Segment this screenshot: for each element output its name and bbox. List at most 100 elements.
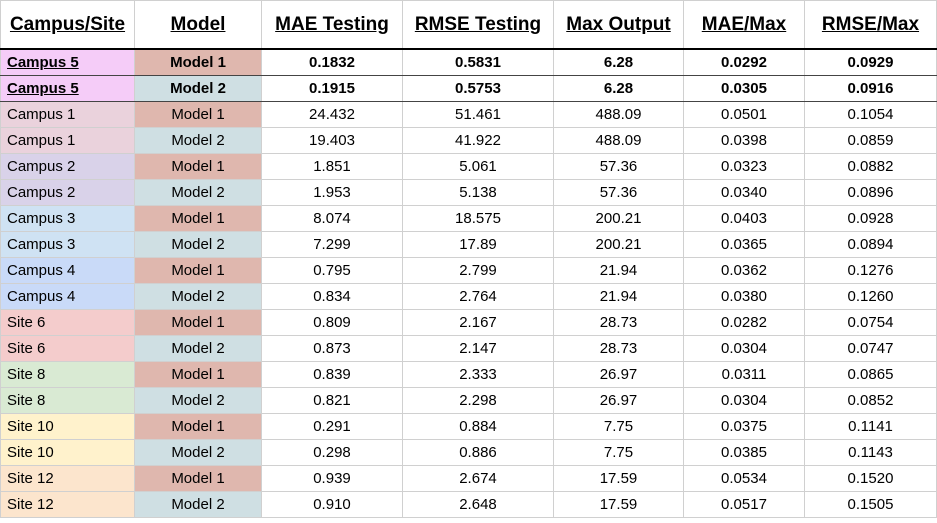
- cell-max-output[interactable]: 200.21: [553, 205, 684, 232]
- cell-model[interactable]: Model 1: [134, 153, 262, 180]
- cell-campus-site[interactable]: Site 12: [0, 491, 135, 518]
- cell-rmse-max[interactable]: 0.1054: [804, 101, 937, 128]
- cell-rmse-testing[interactable]: 0.5753: [402, 75, 554, 102]
- cell-rmse-max[interactable]: 0.0859: [804, 127, 937, 154]
- cell-mae-testing[interactable]: 7.299: [261, 231, 403, 258]
- cell-max-output[interactable]: 21.94: [553, 257, 684, 284]
- cell-rmse-max[interactable]: 0.1276: [804, 257, 937, 284]
- cell-mae-max[interactable]: 0.0305: [683, 75, 805, 102]
- cell-model[interactable]: Model 2: [134, 283, 262, 310]
- header-mae-max[interactable]: MAE/Max: [683, 0, 805, 50]
- cell-mae-testing[interactable]: 0.1915: [261, 75, 403, 102]
- cell-campus-site[interactable]: Site 10: [0, 413, 135, 440]
- cell-rmse-max[interactable]: 0.0747: [804, 335, 937, 362]
- cell-max-output[interactable]: 28.73: [553, 309, 684, 336]
- cell-model[interactable]: Model 2: [134, 335, 262, 362]
- header-mae-testing[interactable]: MAE Testing: [261, 0, 403, 50]
- cell-max-output[interactable]: 21.94: [553, 283, 684, 310]
- cell-rmse-testing[interactable]: 17.89: [402, 231, 554, 258]
- cell-mae-max[interactable]: 0.0501: [683, 101, 805, 128]
- cell-model[interactable]: Model 2: [134, 75, 262, 102]
- cell-campus-site[interactable]: Site 8: [0, 361, 135, 388]
- cell-rmse-testing[interactable]: 18.575: [402, 205, 554, 232]
- cell-mae-testing[interactable]: 0.873: [261, 335, 403, 362]
- cell-mae-max[interactable]: 0.0375: [683, 413, 805, 440]
- cell-rmse-testing[interactable]: 5.061: [402, 153, 554, 180]
- cell-rmse-testing[interactable]: 2.333: [402, 361, 554, 388]
- cell-rmse-max[interactable]: 0.0916: [804, 75, 937, 102]
- cell-model[interactable]: Model 1: [134, 205, 262, 232]
- cell-model[interactable]: Model 2: [134, 127, 262, 154]
- cell-rmse-testing[interactable]: 2.799: [402, 257, 554, 284]
- cell-mae-testing[interactable]: 19.403: [261, 127, 403, 154]
- cell-campus-site[interactable]: Site 12: [0, 465, 135, 492]
- cell-model[interactable]: Model 1: [134, 361, 262, 388]
- cell-mae-max[interactable]: 0.0403: [683, 205, 805, 232]
- cell-model[interactable]: Model 1: [134, 465, 262, 492]
- cell-rmse-testing[interactable]: 2.648: [402, 491, 554, 518]
- cell-max-output[interactable]: 57.36: [553, 153, 684, 180]
- cell-campus-site[interactable]: Site 8: [0, 387, 135, 414]
- cell-rmse-testing[interactable]: 0.886: [402, 439, 554, 466]
- cell-mae-testing[interactable]: 0.809: [261, 309, 403, 336]
- cell-max-output[interactable]: 17.59: [553, 465, 684, 492]
- header-rmse-testing[interactable]: RMSE Testing: [402, 0, 554, 50]
- cell-rmse-testing[interactable]: 2.147: [402, 335, 554, 362]
- cell-mae-testing[interactable]: 0.839: [261, 361, 403, 388]
- cell-rmse-testing[interactable]: 0.5831: [402, 48, 554, 76]
- cell-mae-testing[interactable]: 0.834: [261, 283, 403, 310]
- cell-model[interactable]: Model 1: [134, 309, 262, 336]
- cell-max-output[interactable]: 26.97: [553, 361, 684, 388]
- cell-rmse-testing[interactable]: 2.167: [402, 309, 554, 336]
- cell-rmse-testing[interactable]: 5.138: [402, 179, 554, 206]
- cell-campus-site[interactable]: Site 6: [0, 309, 135, 336]
- cell-max-output[interactable]: 26.97: [553, 387, 684, 414]
- cell-campus-site[interactable]: Campus 4: [0, 283, 135, 310]
- header-model[interactable]: Model: [134, 0, 262, 50]
- cell-max-output[interactable]: 28.73: [553, 335, 684, 362]
- cell-mae-max[interactable]: 0.0385: [683, 439, 805, 466]
- cell-max-output[interactable]: 488.09: [553, 127, 684, 154]
- cell-mae-max[interactable]: 0.0340: [683, 179, 805, 206]
- cell-model[interactable]: Model 1: [134, 413, 262, 440]
- cell-campus-site[interactable]: Campus 5: [0, 48, 135, 76]
- cell-mae-testing[interactable]: 0.910: [261, 491, 403, 518]
- cell-max-output[interactable]: 6.28: [553, 48, 684, 76]
- cell-rmse-max[interactable]: 0.1505: [804, 491, 937, 518]
- cell-rmse-max[interactable]: 0.0894: [804, 231, 937, 258]
- cell-max-output[interactable]: 57.36: [553, 179, 684, 206]
- cell-mae-max[interactable]: 0.0304: [683, 387, 805, 414]
- header-campus-site[interactable]: Campus/Site: [0, 0, 135, 50]
- cell-rmse-max[interactable]: 0.0852: [804, 387, 937, 414]
- cell-mae-testing[interactable]: 0.821: [261, 387, 403, 414]
- cell-max-output[interactable]: 7.75: [553, 439, 684, 466]
- cell-mae-max[interactable]: 0.0311: [683, 361, 805, 388]
- cell-campus-site[interactable]: Campus 2: [0, 153, 135, 180]
- cell-rmse-max[interactable]: 0.0929: [804, 48, 937, 76]
- cell-mae-max[interactable]: 0.0380: [683, 283, 805, 310]
- cell-rmse-testing[interactable]: 41.922: [402, 127, 554, 154]
- cell-campus-site[interactable]: Campus 2: [0, 179, 135, 206]
- cell-model[interactable]: Model 1: [134, 48, 262, 76]
- cell-model[interactable]: Model 2: [134, 387, 262, 414]
- cell-max-output[interactable]: 200.21: [553, 231, 684, 258]
- cell-campus-site[interactable]: Campus 5: [0, 75, 135, 102]
- cell-rmse-max[interactable]: 0.1520: [804, 465, 937, 492]
- cell-mae-max[interactable]: 0.0517: [683, 491, 805, 518]
- cell-campus-site[interactable]: Site 10: [0, 439, 135, 466]
- cell-max-output[interactable]: 7.75: [553, 413, 684, 440]
- cell-rmse-max[interactable]: 0.0865: [804, 361, 937, 388]
- cell-campus-site[interactable]: Campus 3: [0, 231, 135, 258]
- cell-rmse-testing[interactable]: 2.298: [402, 387, 554, 414]
- cell-rmse-max[interactable]: 0.1141: [804, 413, 937, 440]
- cell-mae-max[interactable]: 0.0292: [683, 48, 805, 76]
- cell-campus-site[interactable]: Campus 1: [0, 127, 135, 154]
- cell-rmse-max[interactable]: 0.1143: [804, 439, 937, 466]
- cell-mae-testing[interactable]: 1.851: [261, 153, 403, 180]
- cell-rmse-max[interactable]: 0.0928: [804, 205, 937, 232]
- cell-rmse-max[interactable]: 0.0882: [804, 153, 937, 180]
- cell-model[interactable]: Model 2: [134, 179, 262, 206]
- cell-max-output[interactable]: 6.28: [553, 75, 684, 102]
- cell-model[interactable]: Model 2: [134, 231, 262, 258]
- cell-rmse-testing[interactable]: 51.461: [402, 101, 554, 128]
